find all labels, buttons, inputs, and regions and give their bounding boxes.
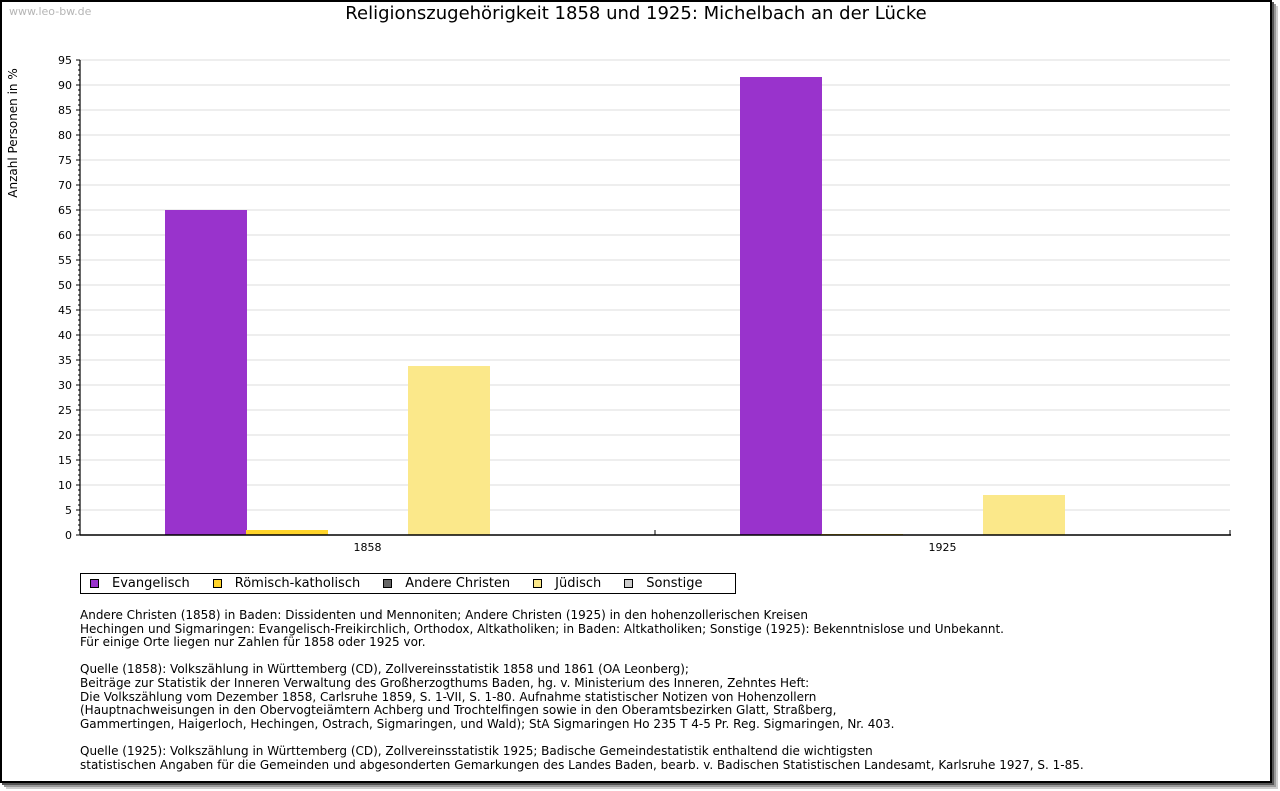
footnote-line: Beiträge zur Statistik der Inneren Verwa…: [80, 675, 810, 690]
footnote-line: Gammertingen, Haigerloch, Hechingen, Ost…: [80, 716, 895, 731]
legend-swatch: [624, 579, 634, 588]
legend-swatch: [212, 579, 222, 588]
legend-label: Andere Christen: [405, 576, 511, 591]
footnote-line: Andere Christen (1858) in Baden: Disside…: [80, 608, 808, 622]
legend: Evangelisch Römisch-katholisch Andere Chri…: [80, 573, 736, 594]
chart-plot: 0 5 10 15 20 25 30 35 40 45 50 55 60 65 70 75 80 85 90 95 18…: [6, 54, 1231, 554]
footnote-line: Quelle (1858): Volkszählung in Württembe…: [80, 662, 689, 677]
legend-item: Jüdisch: [533, 576, 601, 591]
y-tick-label: 80: [58, 129, 72, 142]
bar-j-disch-1925: [983, 495, 1065, 535]
footnote-paragraph: Andere Christen (1858) in Baden: Disside…: [80, 608, 1084, 650]
y-tick-label: 85: [58, 104, 72, 117]
y-tick-label: 50: [58, 279, 72, 292]
y-tick-label: 70: [58, 179, 72, 192]
legend-item: Römisch-katholisch: [212, 576, 361, 591]
axes: 0 5 10 15 20 25 30 35 40 45 50 55 60 65 70 75 80 85 90 95 18…: [58, 54, 1231, 554]
footnote-line: Hechingen und Sigmaringen: Evangelisch-F…: [80, 621, 1004, 636]
legend-label: Jüdisch: [555, 576, 602, 591]
bar-r-misch-katholisch-1858: [246, 530, 328, 535]
y-axis-label: Anzahl Personen in %: [6, 68, 20, 198]
y-tick-label: 60: [58, 229, 72, 242]
footnote-line: Die Volkszählung vom Dezember 1858, Carl…: [80, 689, 817, 704]
y-tick-label: 0: [65, 529, 72, 542]
legend-item: Sonstige: [624, 576, 702, 591]
legend-label: Sonstige: [646, 576, 703, 591]
legend-swatch: [383, 579, 393, 588]
legend-label: Evangelisch: [112, 576, 190, 591]
bar-evangelisch-1925: [740, 77, 822, 535]
footnote-paragraph: Quelle (1925): Volkszählung in Württembe…: [80, 743, 1084, 772]
bar-j-disch-1858: [408, 366, 490, 535]
y-tick-label: 55: [58, 254, 72, 267]
grid-lines: [80, 59, 1230, 511]
y-tick-label: 20: [58, 429, 72, 442]
y-tick-label: 25: [58, 404, 72, 417]
legend-item: Andere Christen: [383, 576, 510, 591]
chart-title: Religionszugehörigkeit 1858 und 1925: Mi…: [345, 3, 927, 24]
y-tick-label: 10: [58, 479, 72, 492]
y-tick-label: 15: [58, 454, 72, 467]
footnote-line: (Hauptnachweisungen in den Obervogteiämt…: [80, 703, 837, 718]
y-tick-label: 90: [58, 79, 72, 92]
y-tick-label: 5: [65, 504, 72, 517]
y-tick-label: 95: [58, 54, 72, 67]
x-tick-label: 1858: [354, 541, 382, 554]
y-tick-label: 45: [58, 304, 72, 317]
y-tick-label: 75: [58, 154, 72, 167]
y-tick-label: 40: [58, 329, 72, 342]
watermark: www.leo-bw.de: [9, 5, 92, 18]
footnote-line: Quelle (1925): Volkszählung in Württembe…: [80, 743, 873, 758]
footnote-paragraph: Quelle (1858): Volkszählung in Württembe…: [80, 663, 1084, 731]
legend-swatch: [533, 579, 543, 588]
legend-item: Evangelisch: [90, 576, 190, 591]
footnote-line: Für einige Orte liegen nur Zahlen für 18…: [80, 635, 426, 650]
y-tick-label: 30: [58, 379, 72, 392]
legend-label: Römisch-katholisch: [234, 576, 361, 591]
footnotes: Andere Christen (1858) in Baden: Disside…: [80, 608, 1084, 786]
footnote-line: statistischen Angaben für die Gemeinden …: [80, 757, 1084, 772]
x-tick-label: 1925: [929, 541, 957, 554]
bars: [165, 77, 1065, 535]
bar-evangelisch-1858: [165, 210, 247, 535]
y-tick-label: 35: [58, 354, 72, 367]
legend-swatch: [90, 579, 99, 588]
y-tick-label: 65: [58, 204, 72, 217]
